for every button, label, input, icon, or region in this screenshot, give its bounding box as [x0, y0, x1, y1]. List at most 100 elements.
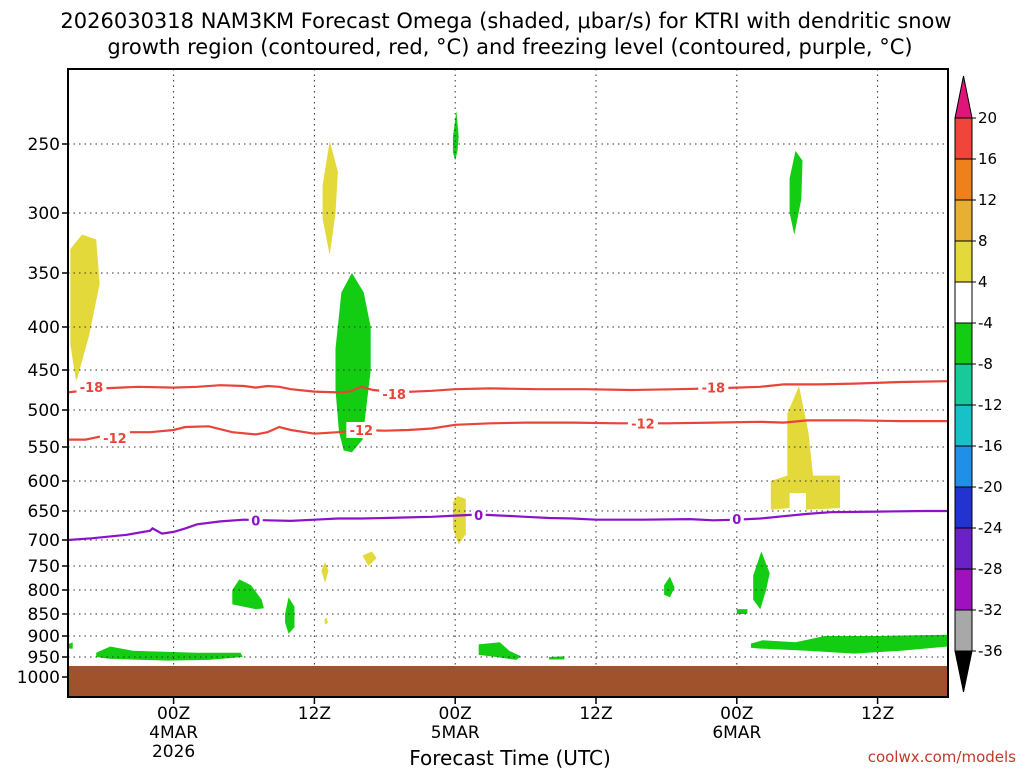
contour-label-bg [346, 421, 377, 438]
omega-region-up-upper-early [70, 234, 100, 382]
colorbar-label-9: -20 [978, 478, 1003, 496]
colorbar-label-13: -36 [978, 642, 1003, 660]
omega-region-up-mid-late [770, 386, 841, 510]
colorbar-bin-6 [954, 363, 973, 406]
colorbar-bin-5 [954, 322, 973, 365]
contour-label-bg [471, 507, 486, 524]
y-tick-label-450: 450 [28, 361, 60, 381]
colorbar-label-3: 8 [978, 232, 988, 250]
y-tick-label-550: 550 [28, 438, 60, 458]
contour-label-0-1: 0 [474, 509, 483, 524]
contour-label-bg [76, 378, 107, 395]
colorbar-label-11: -28 [978, 560, 1003, 578]
chart-title-line-1: 2026030318 NAM3KM Forecast Omega (shaded… [60, 9, 951, 33]
colorbar-bin-11 [954, 568, 973, 611]
y-tick-label-250: 250 [28, 135, 60, 155]
omega-region-up-upper-mid [322, 141, 338, 255]
contour-line-0 [67, 509, 948, 542]
chart-title-line-2: growth region (contoured, red, °C) and f… [107, 35, 912, 59]
omega-region-down-near-sfc-b [96, 646, 243, 661]
colorbar-label-10: -24 [978, 519, 1003, 537]
colorbar-bin-7 [954, 404, 973, 447]
plot-frame [67, 68, 949, 698]
y-tick-label-350: 350 [28, 264, 60, 284]
x-tick-label-24-0: 00Z [439, 704, 472, 724]
omega-region-down-low-a [232, 579, 264, 610]
contour-label--12-1: -12 [350, 424, 374, 439]
x-tick-label-12-0: 12Z [298, 704, 331, 724]
contour-label-bg [379, 386, 410, 402]
y-tick-label-300: 300 [28, 204, 60, 224]
y-tick-label-900: 900 [28, 627, 60, 647]
x-axis-title: Forecast Time (UTC) [409, 746, 611, 768]
x-tick-label-48-1: 6MAR [712, 723, 761, 743]
ground-surface [68, 666, 948, 697]
contour-line--12 [68, 419, 948, 441]
colorbar-label-8: -16 [978, 437, 1003, 455]
omega-region-down-low-d [753, 551, 770, 610]
contour-label-bg [99, 430, 130, 447]
colorbar-label-4: 4 [978, 273, 988, 291]
dotted-grid [68, 69, 948, 697]
contour-label-0-0: 0 [251, 514, 260, 529]
omega-region-up-small-a [321, 561, 329, 583]
colorbar-bin-2 [954, 199, 973, 242]
colorbar-bin-1 [954, 158, 973, 201]
colorbar-bin-9 [954, 486, 973, 529]
chart-title: 2026030318 NAM3KM Forecast Omega (shaded… [60, 9, 951, 59]
omega-region-down-low-c [664, 576, 675, 598]
x-tick-label-24-1: 5MAR [431, 723, 480, 743]
contour-label-bg [698, 379, 729, 396]
y-tick-label-1000: 1000 [17, 668, 60, 688]
omega-region-up-small-c [324, 617, 328, 625]
contour-label-bg [729, 511, 744, 528]
colorbar-min-triangle [954, 650, 973, 693]
y-tick-label-850: 850 [28, 605, 60, 625]
x-tick-label-36-0: 12Z [579, 704, 612, 724]
contour-line--18 [67, 380, 949, 394]
credit-text: coolwx.com/models [868, 748, 1016, 766]
contour-label--18-0: -18 [80, 381, 104, 396]
colorbar-label-0: 20 [978, 109, 997, 127]
y-tick-label-400: 400 [28, 318, 60, 338]
contour-label-bg [627, 415, 658, 432]
y-tick-label-950: 950 [28, 648, 60, 668]
y-tick-label-800: 800 [28, 581, 60, 601]
omega-region-down-near-sfc-f [750, 634, 948, 654]
colorbar-label-7: -12 [978, 396, 1003, 414]
temperature-contours: -18 -18 -18 -12 -12 -12 0 0 0 [67, 378, 949, 542]
colorbar-label-12: -32 [978, 601, 1003, 619]
y-axis-pressure: 2503003504004505005506006507007508008509… [17, 135, 68, 688]
colorbar-bin-3 [954, 240, 973, 283]
contour-label--18-2: -18 [702, 382, 726, 397]
omega-region-down-low-b [285, 597, 295, 634]
y-tick-label-750: 750 [28, 557, 60, 577]
colorbar-bin-0 [954, 117, 973, 160]
x-tick-label-60-0: 12Z [861, 704, 894, 724]
contour-label--18-1: -18 [382, 388, 406, 403]
colorbar-bin-10 [954, 527, 973, 570]
x-tick-label-48-0: 00Z [720, 704, 753, 724]
colorbar-bin-4 [954, 281, 973, 324]
omega-colorbar: 20 16 12 8 4 -4 -8 -12 -16 -20 -24 -28 -32 -36 [954, 75, 1003, 693]
colorbar-label-2: 12 [978, 191, 997, 209]
omega-region-down-near-sfc-d [549, 656, 565, 660]
omega-region-down-near-sfc-e [736, 609, 748, 614]
colorbar-max-triangle [954, 75, 973, 119]
colorbar-label-1: 16 [978, 150, 997, 168]
colorbar-label-5: -4 [978, 314, 993, 332]
x-tick-label-0-2: 2026 [152, 742, 195, 762]
colorbar-label-6: -8 [978, 355, 993, 373]
y-tick-label-700: 700 [28, 531, 60, 551]
omega-region-down-top-mid [452, 111, 459, 161]
omega-region-down-near-sfc-c [478, 642, 521, 660]
omega-region-down-upper-late [789, 150, 803, 235]
contour-label-bg [248, 512, 263, 529]
contour-label--12-0: -12 [103, 432, 127, 447]
omega-region-down-near-sfc-a [68, 642, 73, 649]
omega-region-down-mid-mid [335, 273, 371, 453]
omega-region-up-small-b [362, 551, 377, 566]
x-tick-label-0-0: 00Z [157, 704, 190, 724]
